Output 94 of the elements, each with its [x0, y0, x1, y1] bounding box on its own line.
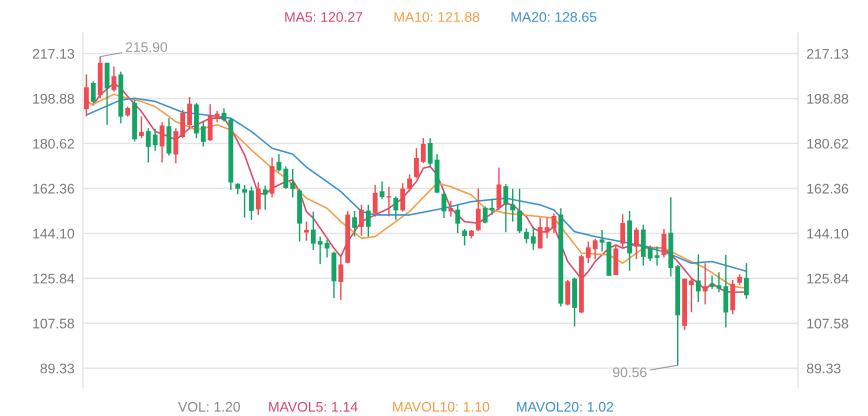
candlestick	[538, 216, 543, 249]
candlestick	[146, 128, 151, 164]
candlestick	[112, 66, 116, 92]
candlestick	[654, 246, 660, 266]
candlestick	[187, 96, 192, 129]
candlestick	[476, 188, 481, 232]
candlestick	[592, 238, 598, 260]
candlestick	[496, 166, 502, 211]
candlestick	[710, 274, 714, 290]
candlestick	[242, 184, 247, 218]
candlestick	[359, 204, 364, 236]
candlestick	[160, 121, 164, 164]
candlestick	[352, 210, 357, 238]
y2-tick-label: 180.62	[807, 138, 848, 149]
candlestick	[696, 254, 701, 303]
y2-tick-label: 198.88	[807, 94, 848, 104]
candlestick	[90, 80, 96, 104]
y2-tick-label: 162.36	[807, 184, 848, 194]
candlestick	[517, 188, 522, 234]
y-tick-label: 107.58	[33, 318, 74, 328]
y2-tick-label: 107.58	[807, 318, 848, 328]
candlestick	[716, 272, 722, 293]
candlestick	[482, 206, 488, 224]
candlestick	[600, 229, 604, 252]
y2-tick-label: 144.10	[807, 228, 848, 239]
text: MAVOL20: 1.02	[517, 402, 614, 412]
candlestick	[448, 200, 454, 218]
candlestick	[648, 244, 653, 262]
candlestick	[180, 109, 186, 139]
candlestick	[428, 137, 433, 168]
text: MAVOL5: 1.14	[269, 402, 358, 412]
y-tick-label: 217.13	[32, 48, 74, 59]
annotation: 215.90	[126, 42, 168, 52]
candlestick	[662, 228, 666, 258]
y2-tick-label: 217.13	[807, 48, 848, 59]
annotation: 90.56	[613, 367, 647, 378]
candlestick	[310, 211, 316, 251]
candlestick	[586, 240, 591, 264]
candlestick	[455, 204, 460, 234]
candlestick	[214, 110, 220, 123]
candlestick	[125, 106, 130, 118]
candlestick	[139, 116, 144, 139]
candlestick	[283, 166, 288, 190]
text: MAVOL10: 1.10	[393, 402, 490, 412]
y-tick-label: 125.84	[33, 274, 74, 284]
candlestick	[407, 174, 412, 192]
y-tick-label: 180.62	[33, 138, 74, 149]
y-tick-label: 89.33	[40, 364, 74, 374]
y2-tick-label: 89.33	[806, 364, 840, 374]
candlestick	[462, 228, 467, 246]
text: VOL: 1.20	[178, 402, 240, 412]
candlestick	[366, 204, 371, 238]
candlestick	[386, 186, 392, 218]
candlestick	[276, 153, 282, 172]
candlestick	[380, 180, 384, 200]
candlestick	[304, 220, 309, 242]
candlestick	[256, 181, 261, 216]
candlestick	[420, 137, 426, 164]
candlestick	[702, 262, 708, 305]
candlestick	[200, 121, 206, 148]
candlestick	[262, 184, 268, 210]
candlestick	[490, 198, 494, 216]
candlestick	[222, 108, 226, 122]
candlestick	[503, 183, 508, 233]
candlestick	[414, 148, 419, 179]
candlestick	[338, 256, 344, 301]
candlestick	[249, 186, 254, 221]
candlestick	[524, 228, 529, 244]
candlestick	[744, 262, 749, 300]
y2-tick-label: 125.84	[807, 274, 848, 284]
candlestick	[634, 226, 639, 260]
y-tick-label: 162.36	[33, 184, 74, 194]
text: MA5: 120.27	[285, 12, 362, 22]
candlestick	[372, 184, 378, 218]
candlestick	[324, 239, 330, 258]
candlestick	[393, 196, 398, 221]
candlestick	[552, 212, 556, 234]
candlestick	[152, 128, 158, 152]
text: MA10: 121.88	[394, 12, 480, 22]
candlestick	[442, 190, 446, 219]
candlestick	[689, 278, 694, 313]
candlestick	[737, 274, 742, 286]
candlestick	[530, 226, 536, 251]
text: MA20: 128.65	[512, 12, 596, 22]
candlestick	[318, 236, 323, 265]
y-tick-label: 198.88	[33, 94, 74, 104]
y-tick-label: 144.10	[33, 228, 74, 239]
candlestick	[620, 214, 626, 249]
candlestick	[510, 188, 516, 222]
candlestick	[400, 182, 406, 212]
candlestick	[565, 279, 570, 306]
candlestick	[544, 216, 550, 240]
candlestick	[173, 128, 178, 164]
candlestick	[84, 74, 89, 118]
